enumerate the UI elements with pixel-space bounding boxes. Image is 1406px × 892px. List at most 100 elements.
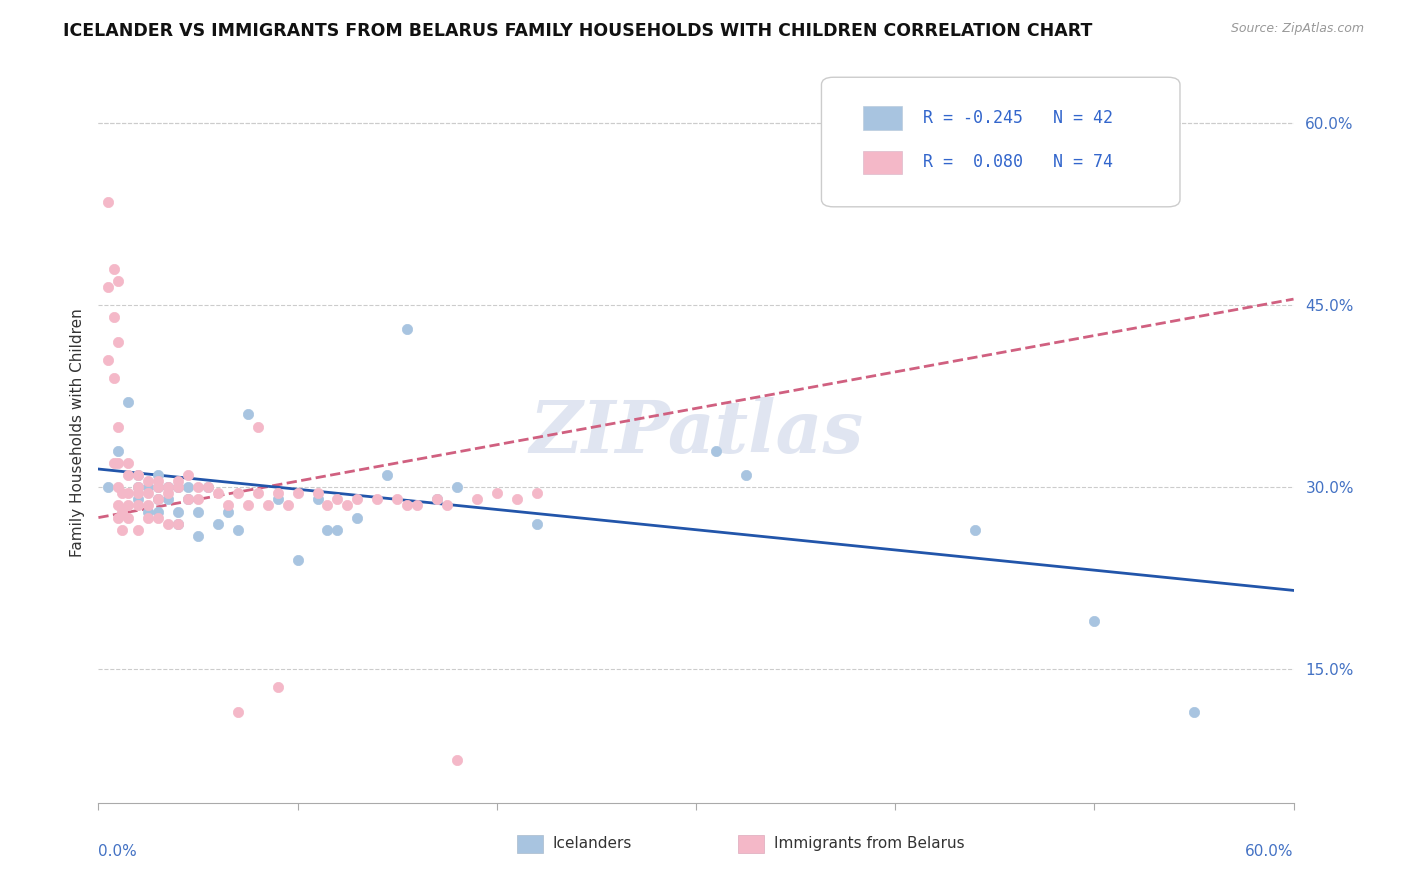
Point (396, 499, 419, 513)
Point (148, 468, 170, 483)
Point (111, 486, 134, 500)
Point (148, 480, 170, 494)
Point (157, 492, 180, 507)
Point (217, 499, 239, 513)
Point (287, 553, 309, 567)
Point (148, 474, 170, 488)
Point (148, 492, 170, 507)
Point (107, 499, 129, 513)
Y-axis label: Family Households with Children: Family Households with Children (69, 309, 84, 557)
Point (148, 510, 170, 524)
Point (117, 499, 139, 513)
Text: Immigrants from Belarus: Immigrants from Belarus (773, 837, 965, 851)
Point (148, 492, 170, 507)
Bar (517, 835, 543, 853)
Bar (738, 835, 763, 853)
Point (117, 486, 139, 500)
Point (267, 492, 290, 507)
Point (246, 419, 269, 434)
Text: R = -0.245   N = 42: R = -0.245 N = 42 (922, 109, 1114, 127)
Point (157, 486, 180, 500)
Point (177, 480, 200, 494)
Point (127, 468, 149, 483)
Point (346, 510, 368, 524)
Point (167, 480, 190, 494)
Point (1083, 614, 1105, 628)
Point (97, 194, 120, 209)
Point (167, 480, 190, 494)
Point (446, 480, 468, 494)
Point (136, 499, 159, 513)
Point (287, 486, 309, 500)
Point (136, 480, 159, 494)
Point (117, 510, 139, 524)
Point (148, 504, 170, 518)
Text: Icelanders: Icelanders (553, 837, 631, 851)
Point (167, 516, 190, 531)
Point (111, 504, 134, 518)
Point (103, 310, 125, 325)
Point (107, 456, 129, 470)
FancyBboxPatch shape (863, 106, 901, 130)
Point (704, 443, 727, 458)
Point (103, 371, 125, 385)
Point (117, 395, 139, 409)
Point (436, 499, 458, 513)
Point (187, 529, 209, 543)
Point (207, 516, 229, 531)
Point (127, 468, 149, 483)
Point (136, 474, 159, 488)
Point (226, 486, 249, 500)
Point (97, 352, 120, 367)
Point (136, 510, 159, 524)
Point (157, 480, 180, 494)
Point (366, 492, 388, 507)
Point (187, 504, 209, 518)
Point (277, 499, 299, 513)
Point (267, 681, 290, 695)
Point (326, 492, 349, 507)
Point (236, 408, 259, 422)
Point (396, 322, 419, 336)
Point (465, 492, 488, 507)
Text: ICELANDER VS IMMIGRANTS FROM BELARUS FAMILY HOUSEHOLDS WITH CHILDREN CORRELATION: ICELANDER VS IMMIGRANTS FROM BELARUS FAM… (63, 22, 1092, 40)
Point (167, 516, 190, 531)
Point (157, 516, 180, 531)
Point (127, 486, 149, 500)
Point (307, 492, 329, 507)
Point (963, 523, 986, 537)
Point (326, 523, 349, 537)
Point (375, 468, 398, 483)
Point (316, 523, 339, 537)
Point (136, 504, 159, 518)
Point (207, 486, 229, 500)
Point (226, 705, 249, 719)
Point (385, 492, 409, 507)
Text: 0.0%: 0.0% (98, 844, 138, 858)
Point (526, 516, 548, 531)
Point (346, 492, 368, 507)
Point (107, 274, 129, 288)
Point (103, 261, 125, 276)
Point (197, 480, 219, 494)
Text: R =  0.080   N = 74: R = 0.080 N = 74 (922, 153, 1114, 171)
Point (177, 468, 200, 483)
Point (236, 499, 259, 513)
Point (127, 480, 149, 494)
Text: 60.0%: 60.0% (1246, 844, 1294, 858)
Point (167, 504, 190, 518)
Point (148, 480, 170, 494)
Point (111, 523, 134, 537)
Text: Source: ZipAtlas.com: Source: ZipAtlas.com (1230, 22, 1364, 36)
Point (197, 480, 219, 494)
Point (734, 468, 756, 483)
Point (167, 474, 190, 488)
Point (226, 523, 249, 537)
Point (526, 486, 548, 500)
Point (157, 480, 180, 494)
Point (127, 499, 149, 513)
Point (177, 492, 200, 507)
Point (217, 504, 239, 518)
Point (267, 486, 290, 500)
Point (127, 480, 149, 494)
